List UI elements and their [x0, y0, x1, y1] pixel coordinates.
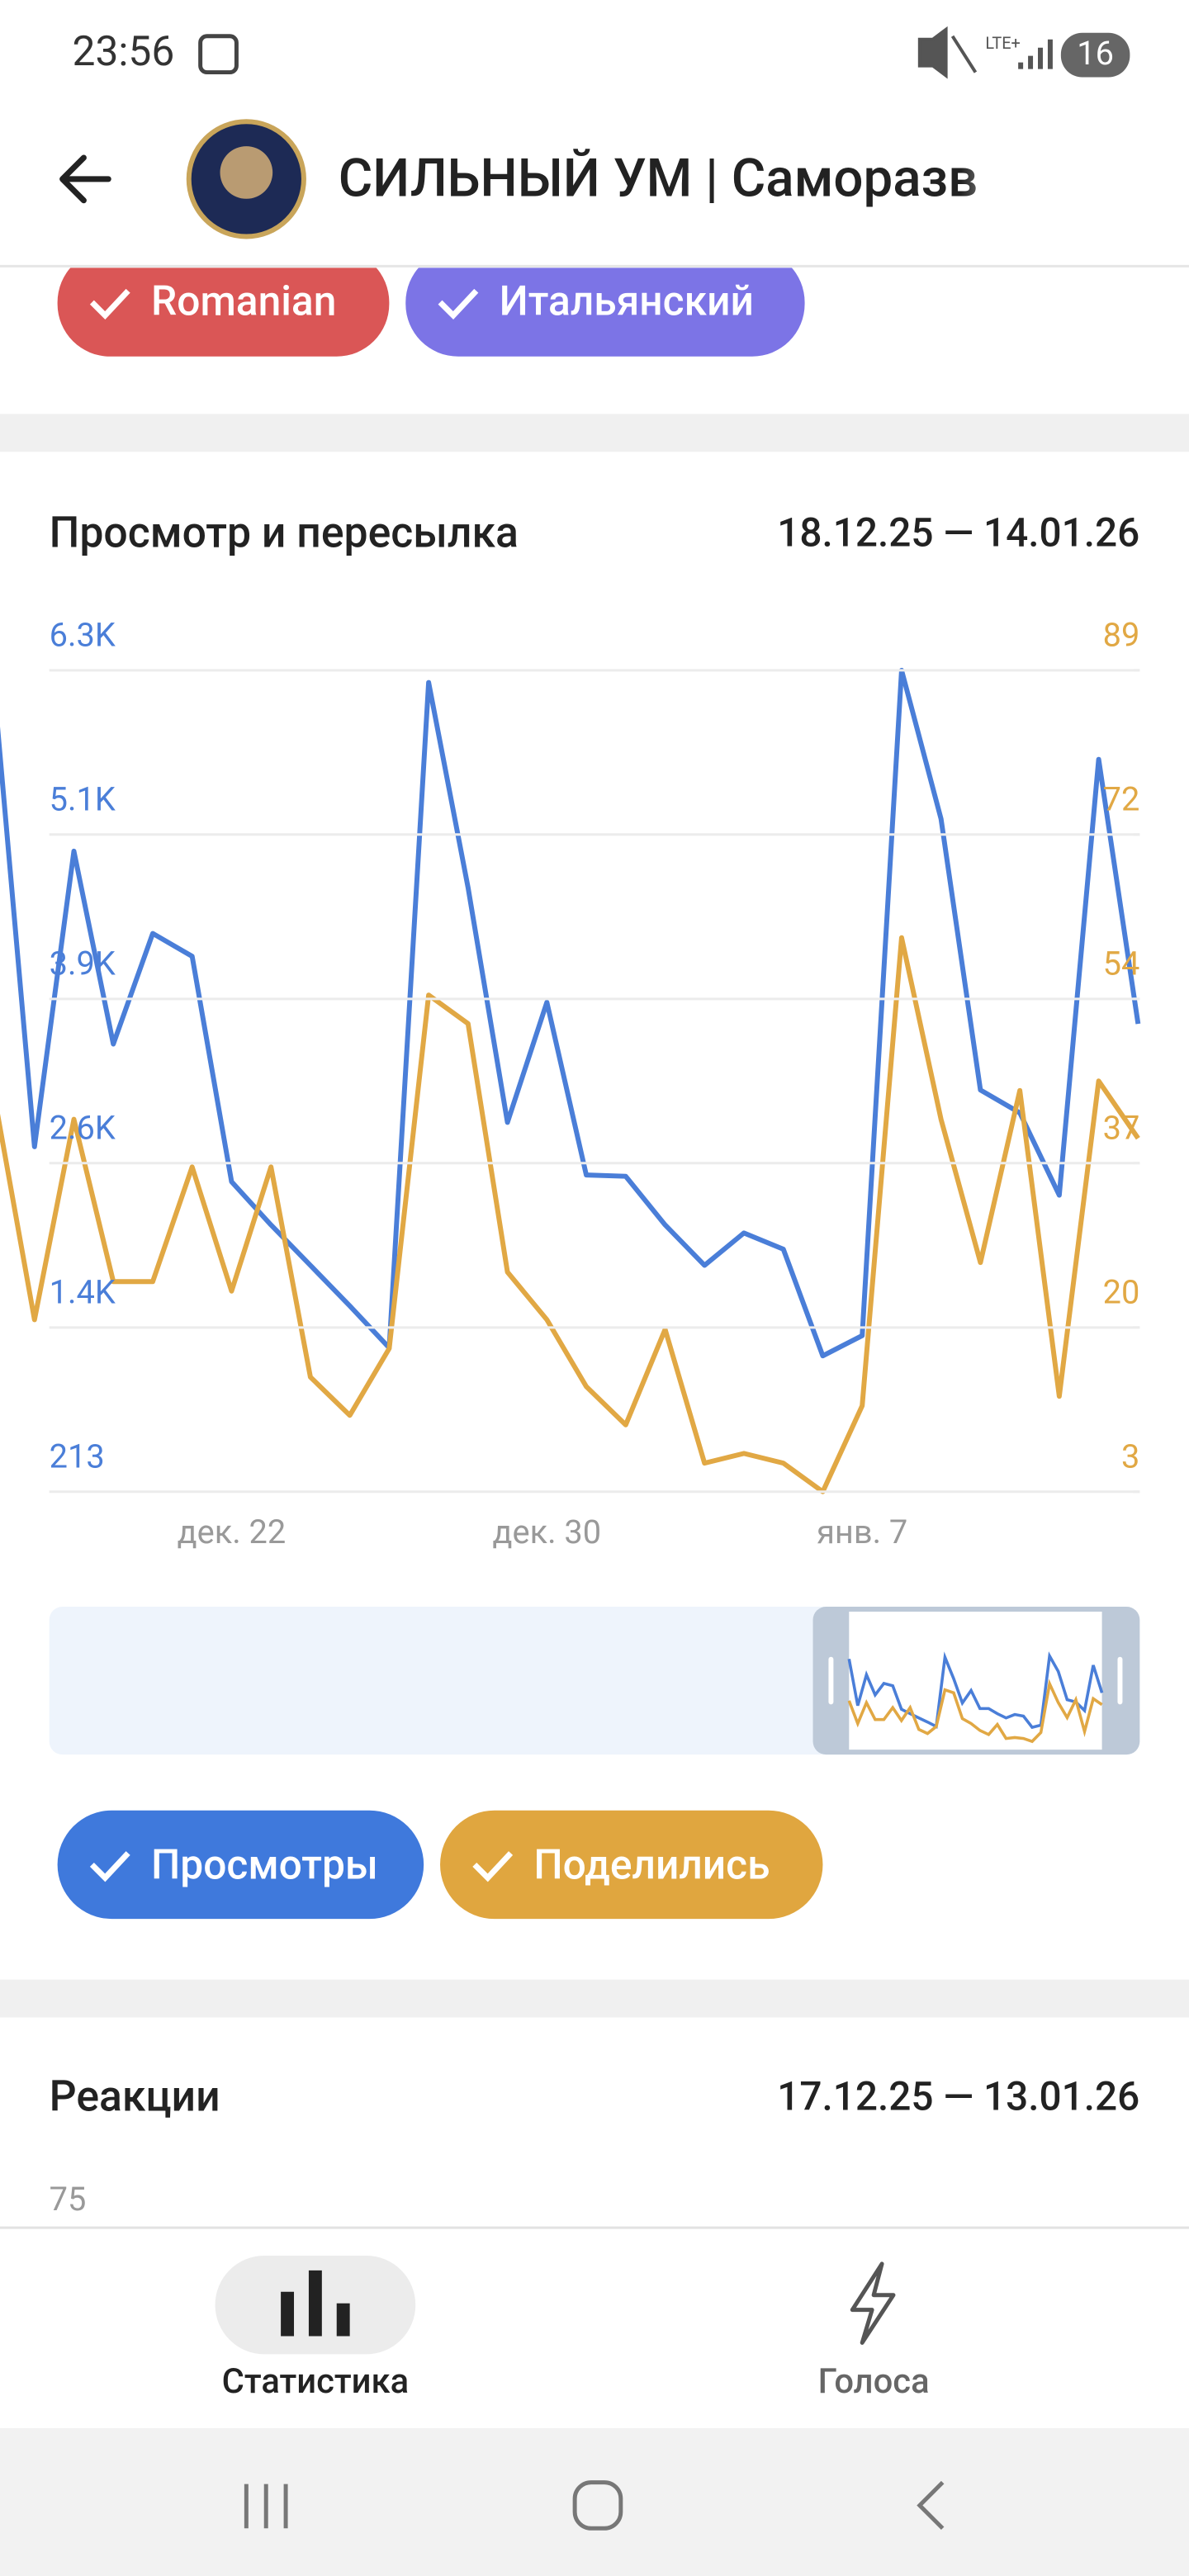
navigator-line [847, 1679, 1103, 1744]
system-nav [0, 2427, 1189, 2576]
x-tick-label: янв. 7 [817, 1513, 907, 1551]
signal-icon [1018, 39, 1053, 69]
y-tick-label: 6.3K [50, 616, 116, 655]
y2-tick-label: 20 [1103, 1272, 1140, 1311]
y-tick-label: 213 [50, 1437, 105, 1475]
channel-title: СИЛЬНЫЙ УМ | Саморазв [339, 148, 978, 210]
axes: 213 1.4K 2.6K 3.9K 5.1K 6.3K 3 20 37 54 72 89 дек. 2… [49, 616, 1140, 1551]
legend-chip[interactable] [57, 1810, 424, 1920]
section-gap [0, 1979, 1189, 2018]
chip-romanian[interactable] [57, 249, 390, 357]
battery-level: 16 [1077, 34, 1114, 73]
mute-icon [917, 26, 978, 79]
bottom-nav [0, 2228, 1189, 2428]
section-gap [0, 414, 1189, 452]
y2-tick-label: 72 [1103, 780, 1140, 819]
chip-italian[interactable] [405, 249, 805, 357]
series-line [0, 935, 1140, 1494]
series-line [0, 667, 1141, 1359]
y-tick-label: 2.6K [50, 1108, 116, 1147]
legend-label: Поделились [533, 1842, 770, 1890]
chart-title: Просмотр и пересылка [50, 507, 519, 557]
stats-icon [281, 2270, 350, 2337]
legend-chip[interactable] [440, 1810, 823, 1920]
back-button[interactable] [59, 154, 111, 204]
x-tick-label: дек. 22 [178, 1513, 287, 1551]
navigator-line [847, 1651, 1104, 1730]
status-time: 23:56 [73, 28, 175, 76]
legend-label: Просмотры [151, 1842, 378, 1890]
chip-label: Итальянский [500, 277, 754, 325]
y-tick-label: 3.9K [50, 945, 116, 983]
section-title: Реакции [50, 2072, 220, 2122]
back-system-button[interactable] [917, 2480, 945, 2531]
y-tick-label: 5.1K [50, 779, 116, 818]
avatar-figure [220, 146, 273, 199]
screenshot-icon [198, 34, 239, 75]
plot [0, 667, 1141, 1494]
boost-icon [850, 2261, 896, 2345]
nav-label[interactable]: Статистика [222, 2361, 409, 2402]
y2-tick-label: 54 [1103, 945, 1140, 983]
navigator-window-inner [849, 1611, 1102, 1750]
section-date-range: 17.12.25 — 13.01.26 [777, 2074, 1139, 2120]
recents-button[interactable] [244, 2484, 288, 2529]
check-icon [89, 1851, 130, 1882]
navigator-lines [847, 1651, 1104, 1744]
check-icon [89, 288, 130, 320]
x-tick-label: дек. 30 [493, 1513, 602, 1551]
chip-label: Romanian [151, 277, 336, 325]
title-fade [960, 131, 1027, 230]
battery [1060, 32, 1130, 78]
y-tick-label: 75 [50, 2180, 87, 2218]
chart-date-range: 18.12.25 — 14.01.26 [777, 509, 1139, 556]
y-tick-label: 1.4K [50, 1273, 116, 1312]
check-icon [472, 1851, 514, 1882]
y2-tick-label: 3 [1121, 1437, 1139, 1475]
network-label: LTE+ [985, 34, 1020, 53]
y2-tick-label: 37 [1103, 1108, 1140, 1147]
home-button[interactable] [572, 2480, 623, 2531]
check-icon [438, 288, 479, 320]
nav-label[interactable]: Голоса [818, 2361, 930, 2402]
y2-tick-label: 89 [1103, 616, 1140, 655]
